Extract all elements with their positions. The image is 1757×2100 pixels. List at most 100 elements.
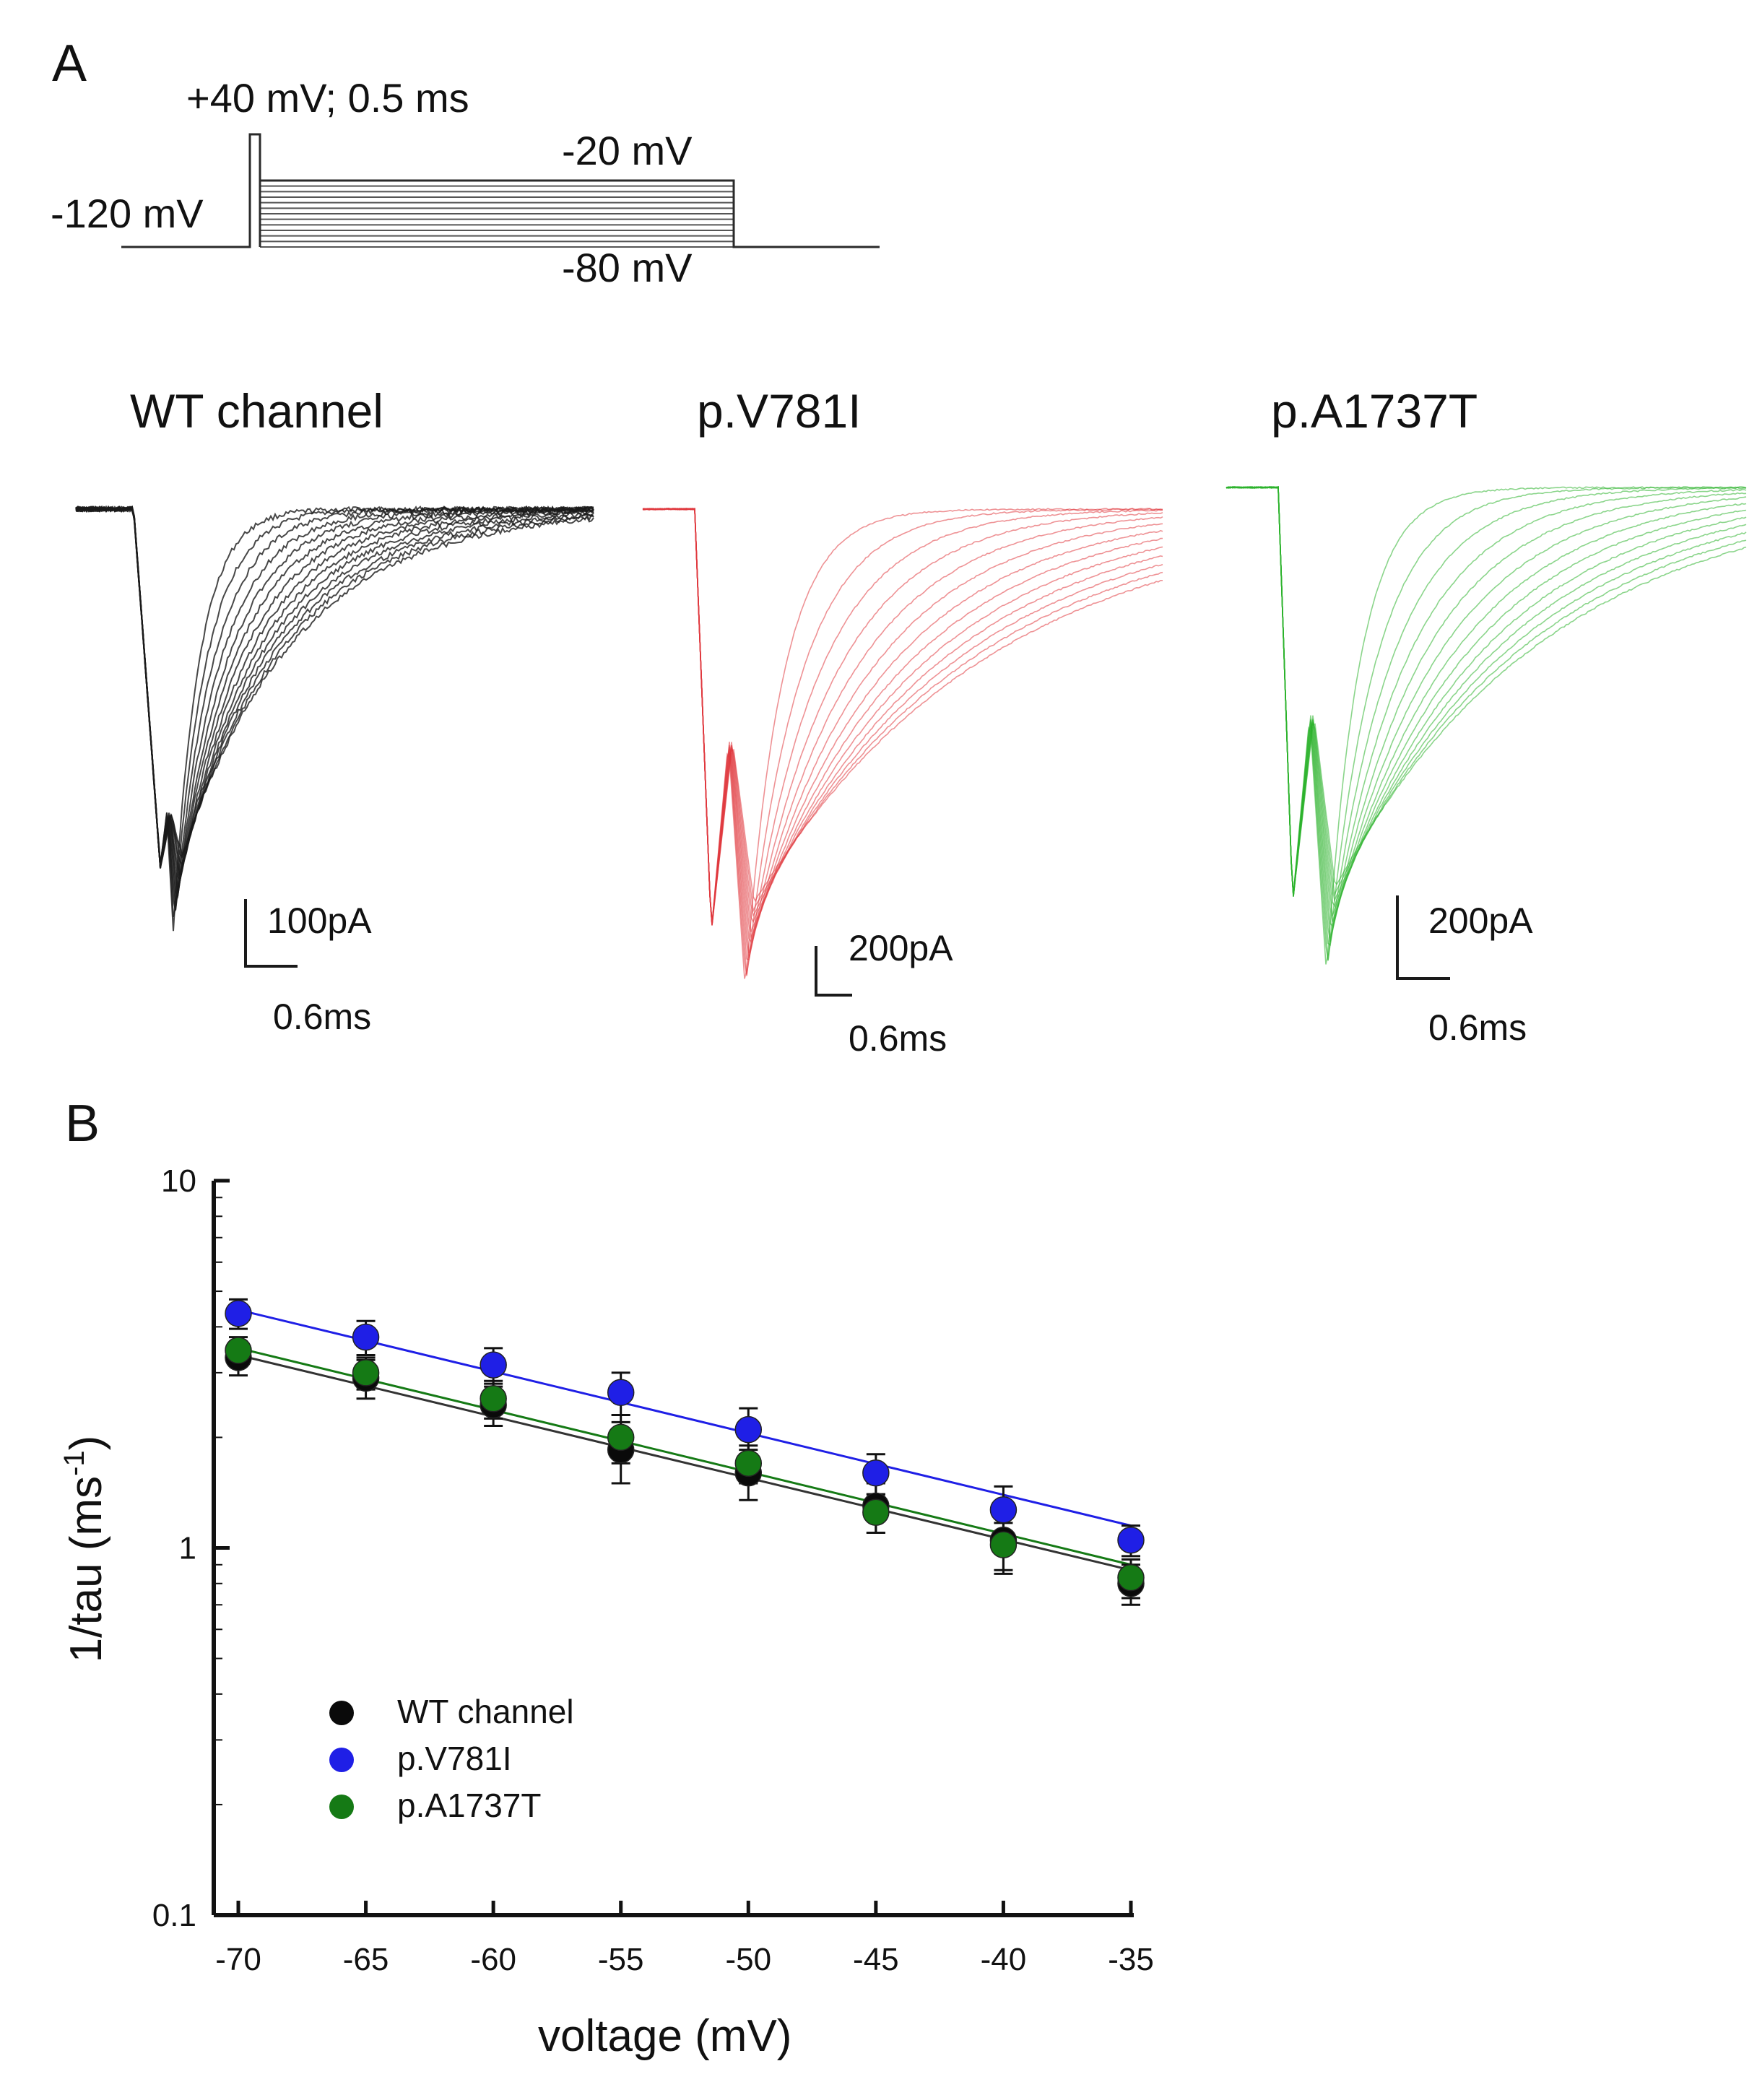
x-tick-label: -45 — [853, 1942, 899, 1977]
protocol-bottom-label: -80 mV — [562, 245, 693, 290]
scale-time-a1737t: 0.6ms — [1428, 1007, 1527, 1048]
trace-sweep-wt — [75, 506, 594, 917]
panel-a-letter: A — [52, 35, 87, 92]
x-tick-label: -65 — [343, 1942, 389, 1977]
trace-title-v781i: p.V781I — [697, 384, 862, 438]
scale-bar-v781i — [815, 946, 852, 997]
x-tick-label: -35 — [1108, 1942, 1154, 1977]
trace-sweep-v781i — [642, 508, 1163, 943]
trace-sweep-wt — [75, 505, 594, 897]
x-tick-label: -50 — [725, 1942, 771, 1977]
scale-bar-a1737t — [1396, 895, 1450, 980]
protocol-outline — [121, 133, 880, 248]
legend-label-wt: WT channel — [397, 1693, 574, 1730]
current-traces-wt — [75, 505, 594, 932]
data-point-series-2 — [734, 1449, 763, 1478]
data-point-series-1 — [862, 1459, 890, 1487]
scale-current-wt: 100pA — [267, 901, 372, 941]
trace-sweep-v781i — [642, 508, 1163, 954]
current-traces-v781i — [642, 508, 1163, 979]
trace-sweep-wt — [75, 506, 594, 899]
x-tick-label: -70 — [215, 1942, 261, 1977]
voltage-protocol: +40 mV; 0.5 ms -20 mV -120 mV -80 mV — [51, 75, 880, 290]
y-axis-title-superscript: -1 — [58, 1450, 90, 1476]
panel-b-letter: B — [65, 1095, 100, 1153]
fit-lines — [238, 1309, 1132, 1571]
data-point-series-2 — [352, 1359, 380, 1387]
trace-sweep-a1737t — [1225, 485, 1747, 939]
trace-sweep-v781i — [642, 508, 1163, 976]
data-points — [225, 1300, 1145, 1597]
x-axis-ticks: -70 -65 -60 -55 -50 -45 -40 -35 — [215, 1901, 1154, 1977]
trace-sweep-wt — [75, 506, 594, 877]
trace-sweep-a1737t — [1225, 486, 1747, 897]
protocol-top-label: -20 mV — [562, 128, 693, 173]
x-tick-label: -40 — [981, 1942, 1027, 1977]
current-traces-a1737t — [1225, 485, 1747, 965]
trace-sweep-v781i — [643, 508, 1163, 960]
trace-sweep-wt — [75, 505, 594, 868]
data-point-series-2 — [862, 1498, 890, 1526]
trace-sweep-a1737t — [1225, 486, 1747, 903]
scale-bar-wt — [244, 899, 298, 968]
data-point-series-2 — [1117, 1563, 1145, 1592]
y-axis-title: 1/tau (ms-1) — [58, 1436, 111, 1663]
trace-sweep-wt — [75, 505, 594, 868]
data-point-series-1 — [607, 1379, 635, 1407]
panel-b: B 0.1 1 10 -70 -65 -60 -55 -50 -45 -40 -35 voltag… — [58, 1095, 1154, 2061]
trace-sweep-a1737t — [1225, 486, 1747, 965]
trace-sweep-v781i — [642, 508, 1163, 975]
legend-marker-wt — [329, 1701, 354, 1725]
trace-sweep-wt — [75, 505, 594, 867]
panel-a: A +40 mV; 0.5 ms -20 mV -120 mV -80 mV W… — [51, 35, 1747, 1059]
trace-sweep-wt — [75, 506, 594, 875]
y-tick-label: 0.1 — [152, 1898, 196, 1933]
protocol-holding-label: -120 mV — [51, 191, 204, 236]
fit-line-series-0 — [238, 1354, 1132, 1571]
trace-sweep-a1737t — [1225, 486, 1747, 927]
trace-sweep-v781i — [642, 508, 1163, 925]
scale-current-v781i: 200pA — [849, 928, 953, 968]
trace-sweep-wt — [75, 505, 594, 911]
trace-sweep-v781i — [642, 508, 1163, 926]
trace-panel-a1737t: p.A1737T 200pA 0.6ms — [1225, 384, 1747, 1048]
fit-line-series-1 — [238, 1309, 1132, 1527]
x-tick-label: -55 — [598, 1942, 644, 1977]
data-point-series-2 — [225, 1337, 252, 1364]
trace-sweep-wt — [75, 506, 594, 881]
data-point-series-1 — [480, 1351, 507, 1379]
data-point-series-1 — [989, 1496, 1018, 1524]
legend-label-a1737t: p.A1737T — [397, 1787, 541, 1824]
trace-panel-v781i: p.V781I 200pA 0.6ms — [642, 384, 1163, 1059]
trace-sweep-a1737t — [1225, 486, 1746, 960]
data-point-series-1 — [1117, 1526, 1145, 1554]
trace-sweep-a1737t — [1225, 486, 1747, 961]
data-point-series-1 — [352, 1323, 380, 1351]
data-point-series-2 — [989, 1531, 1018, 1558]
y-axis-ticks: 0.1 1 10 — [152, 1163, 230, 1933]
chart-plot-area: 0.1 1 10 -70 -65 -60 -55 -50 -45 -40 -35 — [152, 1163, 1154, 1977]
data-point-series-1 — [225, 1300, 252, 1327]
protocol-prepulse-label: +40 mV; 0.5 ms — [186, 75, 469, 121]
y-tick-label: 1 — [179, 1531, 196, 1566]
trace-title-a1737t: p.A1737T — [1271, 384, 1478, 438]
trace-sweep-v781i — [642, 508, 1163, 979]
data-point-series-2 — [480, 1385, 507, 1413]
x-axis-title: voltage (mV) — [538, 2011, 791, 2061]
legend: WT channel p.V781I p.A1737T — [329, 1693, 574, 1824]
y-tick-label: 10 — [161, 1163, 196, 1199]
y-axis-title-close: ) — [61, 1436, 111, 1451]
trace-sweep-wt — [75, 506, 594, 911]
trace-sweep-v781i — [642, 508, 1163, 940]
y-axis-title-main: 1/tau (ms — [61, 1476, 111, 1662]
trace-sweep-v781i — [642, 508, 1163, 925]
trace-sweep-wt — [75, 505, 594, 903]
trace-panel-wt: WT channel 100pA 0.6ms — [75, 384, 594, 1037]
trace-title-wt: WT channel — [130, 384, 383, 438]
trace-sweep-a1737t — [1225, 486, 1747, 897]
scale-current-a1737t: 200pA — [1428, 901, 1533, 941]
x-tick-label: -60 — [470, 1942, 516, 1977]
trace-sweep-a1737t — [1225, 486, 1747, 916]
data-point-series-2 — [607, 1423, 635, 1452]
legend-label-v781i: p.V781I — [397, 1740, 512, 1777]
